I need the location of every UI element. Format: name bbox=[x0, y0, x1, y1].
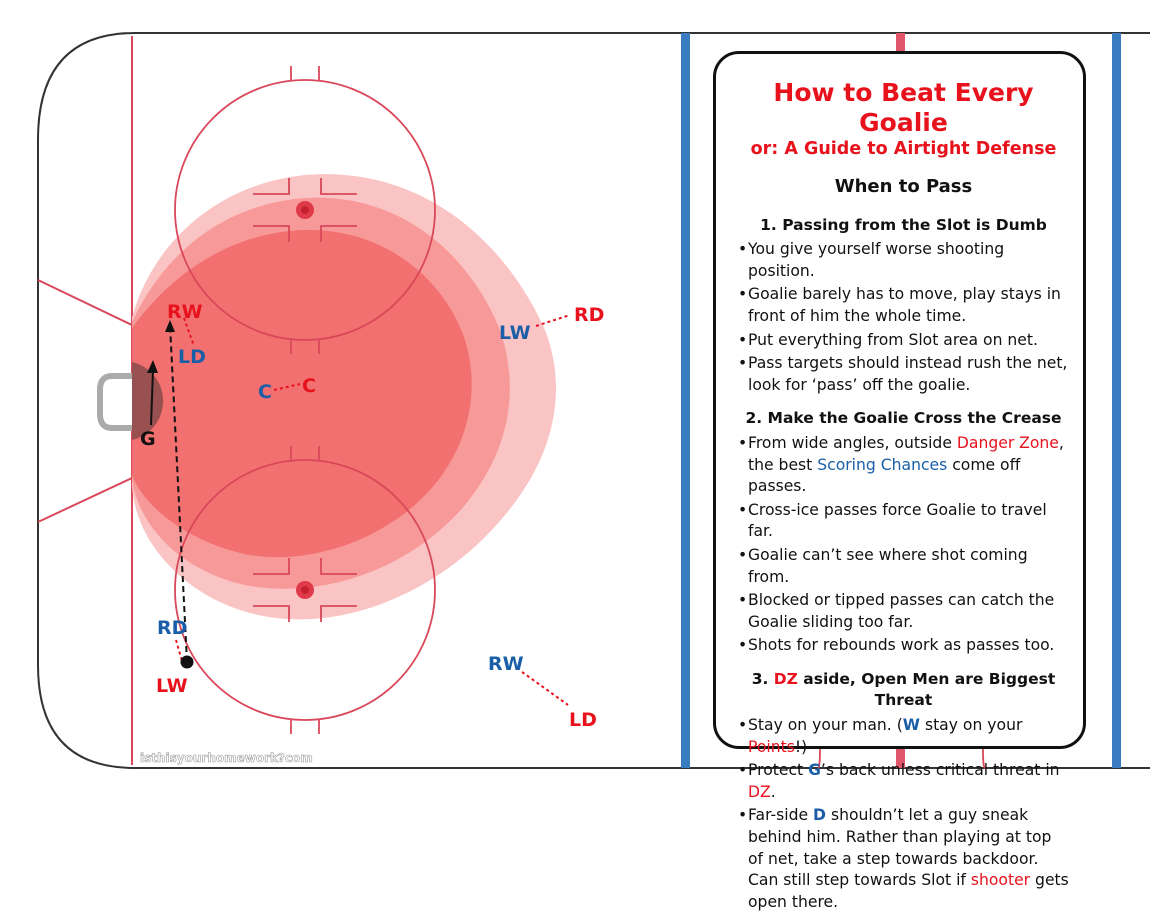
blue-line-left bbox=[681, 33, 690, 768]
list-item: Stay on your man. (W stay on your Points… bbox=[738, 715, 1069, 758]
coverage-link-rw-ld-bottom bbox=[521, 671, 569, 706]
coverage-link-rw-ld bbox=[183, 317, 195, 347]
danger-zone-term: Danger Zone bbox=[956, 433, 1059, 452]
section-2-heading: 2. Make the Goalie Cross the Crease bbox=[745, 409, 1062, 428]
rink-diagram: RW LD RD LW C C G RD LW RW LD isthisyour… bbox=[37, 32, 1150, 769]
list-item: From wide angles, outside Danger Zone, t… bbox=[738, 433, 1069, 498]
section-3-heading: 3. DZ aside, Open Men are Biggest Threat bbox=[738, 669, 1069, 712]
text-span: From wide angles, outside bbox=[748, 433, 957, 452]
faceoff-circle-bottom bbox=[174, 459, 436, 721]
player-red-rd: RD bbox=[574, 304, 604, 326]
dz-term: DZ bbox=[773, 669, 798, 688]
player-blue-c: C bbox=[258, 381, 272, 403]
text-span: !) bbox=[794, 737, 808, 756]
section-1-list: You give yourself worse shooting positio… bbox=[738, 239, 1069, 396]
g-term: G bbox=[808, 761, 821, 780]
list-item: Put everything from Slot area on net. bbox=[738, 330, 1069, 352]
player-red-rw: RW bbox=[167, 301, 203, 323]
panel-title: How to Beat Every Goalie bbox=[773, 78, 1034, 137]
section-1-heading: 1. Passing from the Slot is Dumb bbox=[760, 215, 1047, 234]
pass-arrowhead bbox=[165, 320, 175, 332]
list-item: Cross-ice passes force Goalie to travel … bbox=[738, 500, 1069, 543]
goalie-move-arrowhead bbox=[147, 360, 158, 373]
center-line-bottom bbox=[896, 749, 905, 768]
player-red-lw: LW bbox=[156, 675, 188, 697]
scoring-chances-term: Scoring Chances bbox=[817, 455, 948, 474]
puck bbox=[180, 655, 194, 669]
player-blue-rw: RW bbox=[488, 653, 524, 675]
panel-subtitle: or: A Guide to Airtight Defense bbox=[750, 139, 1057, 159]
text-span: . bbox=[770, 782, 776, 801]
trapezoid-line-bottom bbox=[37, 477, 133, 523]
list-item: Protect G’s back unless critical threat … bbox=[738, 760, 1069, 803]
player-blue-ld: LD bbox=[178, 346, 206, 368]
points-term: Points bbox=[748, 737, 795, 756]
player-blue-rd: RD bbox=[157, 617, 187, 639]
text-span: aside, Open Men are Biggest Threat bbox=[797, 669, 1056, 710]
center-line-top bbox=[896, 33, 905, 53]
rink-boards bbox=[37, 32, 1150, 769]
list-item: Goalie can’t see where shot coming from. bbox=[738, 545, 1069, 588]
section-2-list: From wide angles, outside Danger Zone, t… bbox=[738, 433, 1069, 657]
shooter-term: shooter bbox=[970, 871, 1031, 890]
faceoff-hashes-bottom bbox=[253, 446, 357, 734]
trapezoid-line-top bbox=[37, 279, 133, 326]
pass-path bbox=[169, 324, 188, 663]
blue-line-right bbox=[1112, 33, 1121, 768]
player-red-ld: LD bbox=[569, 709, 597, 731]
d-term: D bbox=[813, 806, 826, 825]
info-panel: How to Beat Every Goalie or: A Guide to … bbox=[713, 51, 1086, 911]
list-item: Pass targets should instead rush the net… bbox=[738, 353, 1069, 396]
text-span: Stay on your man. ( bbox=[748, 716, 903, 735]
section-3-list: Stay on your man. (W stay on your Points… bbox=[738, 715, 1069, 913]
faceoff-dot-bottom bbox=[296, 581, 314, 599]
player-red-c: C bbox=[302, 375, 316, 397]
faceoff-circle-top bbox=[174, 79, 436, 341]
list-item: Far-side D shouldn’t let a guy sneak beh… bbox=[738, 805, 1069, 913]
text-span: 3. bbox=[751, 669, 774, 688]
goal-net bbox=[97, 373, 132, 431]
text-span: ’s back unless critical threat in bbox=[820, 761, 1060, 780]
text-span: come off passes. bbox=[748, 455, 1021, 496]
text-span: , the best bbox=[748, 433, 1064, 474]
goal-crease bbox=[132, 362, 164, 440]
list-item: Shots for rebounds work as passes too. bbox=[738, 635, 1069, 657]
faceoff-hashes-top bbox=[253, 66, 357, 354]
coverage-link-c-c bbox=[273, 383, 301, 391]
faceoff-dot-top bbox=[296, 201, 314, 219]
player-blue-lw: LW bbox=[499, 322, 531, 344]
dz-term: DZ bbox=[748, 782, 771, 801]
text-span: stay on your bbox=[919, 716, 1023, 735]
list-item: You give yourself worse shooting positio… bbox=[738, 239, 1069, 282]
panel-heading: When to Pass bbox=[834, 176, 973, 197]
watermark: isthisyourhomework?com bbox=[140, 751, 313, 765]
list-item: Blocked or tipped passes can catch the G… bbox=[738, 590, 1069, 633]
w-term: W bbox=[902, 716, 920, 735]
list-item: Goalie barely has to move, play stays in… bbox=[738, 284, 1069, 327]
goalie-move-line bbox=[150, 369, 154, 426]
text-span: Protect bbox=[748, 761, 809, 780]
text-span: Far-side bbox=[748, 806, 814, 825]
player-goalie: G bbox=[140, 428, 156, 450]
